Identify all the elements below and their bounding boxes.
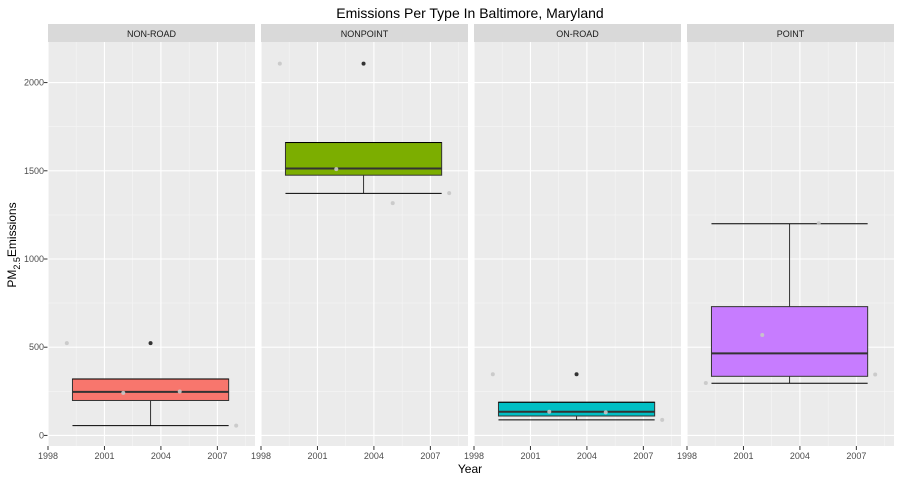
facet-panel: ON-ROAD 1998 2001 2004 2007	[464, 24, 681, 461]
panel-background	[474, 42, 681, 446]
x-tick-label: 2007	[846, 451, 866, 461]
y-tick-label: 0	[39, 430, 44, 440]
data-point	[277, 61, 282, 66]
data-point	[121, 390, 126, 395]
x-tick-label: 2001	[307, 451, 327, 461]
y-axis-title-subscript: 2.5	[12, 257, 22, 270]
x-axis-title: Year	[458, 462, 482, 476]
x-tick-label: 1998	[464, 451, 484, 461]
y-axis-title-suffix: Emissions	[5, 202, 19, 257]
y-axis-title-prefix: PM	[5, 270, 19, 288]
x-tick-label: 2001	[94, 451, 114, 461]
x-tick-label: 1998	[677, 451, 697, 461]
x-tick-label: 2001	[520, 451, 540, 461]
x-tick-label: 2004	[151, 451, 171, 461]
facet-panel: NONPOINT 1998 2001 2004 2007	[251, 24, 468, 461]
strip-background	[261, 24, 468, 42]
x-tick-label: 1998	[38, 451, 58, 461]
x-tick-label: 2007	[207, 451, 227, 461]
strip-label: NONPOINT	[341, 29, 389, 39]
outlier-point	[361, 61, 366, 66]
x-tick-label: 2004	[364, 451, 384, 461]
strip-background	[474, 24, 681, 42]
outlier-point	[574, 372, 579, 377]
y-tick-label: 2000	[24, 78, 44, 88]
chart-title: Emissions Per Type In Baltimore, Marylan…	[336, 5, 603, 21]
panel-background	[687, 42, 894, 446]
panel-background	[261, 42, 468, 446]
data-point	[390, 201, 395, 206]
strip-background	[48, 24, 255, 42]
x-tick-label: 2001	[733, 451, 753, 461]
strip-label: ON-ROAD	[556, 29, 599, 39]
data-point	[547, 409, 552, 414]
x-tick-label: 2004	[577, 451, 597, 461]
strip-label: POINT	[777, 29, 805, 39]
strip-label: NON-ROAD	[127, 29, 176, 39]
y-tick-label: 1500	[24, 166, 44, 176]
outlier-point	[148, 341, 153, 346]
box	[284, 142, 443, 176]
box	[710, 306, 869, 377]
facet-panels: NON-ROAD 1998 2001 2004 2007 NONPOINT 1998 2001…	[38, 24, 894, 461]
data-point	[760, 332, 765, 337]
facet-panel: NON-ROAD 1998 2001 2004 2007	[38, 24, 255, 461]
x-tick-label: 1998	[251, 451, 271, 461]
y-tick-label: 500	[29, 342, 44, 352]
data-point	[873, 372, 878, 377]
x-tick-label: 2004	[790, 451, 810, 461]
y-tick-label: 1000	[24, 254, 44, 264]
data-point	[490, 372, 495, 377]
data-point	[334, 167, 339, 172]
data-point	[234, 423, 239, 428]
data-point	[177, 389, 182, 394]
box	[497, 401, 656, 417]
data-point	[660, 417, 665, 422]
data-point	[703, 381, 708, 386]
box	[71, 378, 230, 401]
data-point	[603, 410, 608, 415]
x-tick-label: 2007	[420, 451, 440, 461]
strip-background	[687, 24, 894, 42]
data-point	[64, 341, 69, 346]
y-axis-title: PM2.5Emissions	[5, 202, 22, 287]
data-point	[816, 221, 821, 226]
y-axis: 0 500 1000 1500 2000	[24, 78, 48, 440]
data-point	[447, 191, 452, 196]
x-tick-label: 2007	[633, 451, 653, 461]
facet-panel: POINT 1998 2001 2004 2007	[677, 24, 894, 461]
